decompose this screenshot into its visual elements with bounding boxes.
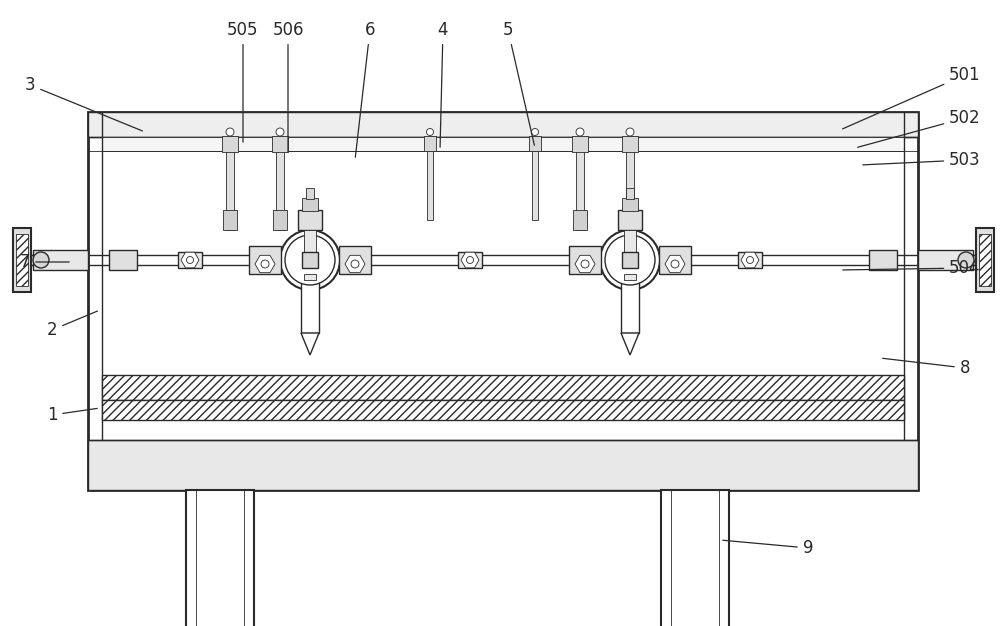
Bar [976,228,994,292]
Bar [918,250,973,270]
Bar [226,151,234,230]
Bar [302,252,318,268]
Bar [621,278,639,333]
Circle shape [285,235,335,285]
Bar [661,490,729,626]
Bar [624,274,636,280]
Bar [102,375,904,400]
Bar [302,198,318,211]
Circle shape [605,235,655,285]
Text: 501: 501 [843,66,981,129]
Text: 8: 8 [883,358,970,377]
Bar [272,136,288,152]
Bar [622,252,638,268]
Text: 505: 505 [227,21,259,142]
Bar [88,112,918,490]
Polygon shape [665,255,685,273]
Bar [738,252,762,268]
Bar [529,136,541,151]
Bar [301,278,319,333]
Text: 1: 1 [47,406,97,424]
Bar [626,188,634,199]
Bar [979,234,991,286]
Bar [573,210,587,230]
Circle shape [426,128,434,135]
Polygon shape [621,333,639,355]
Circle shape [276,128,284,136]
Text: 506: 506 [272,21,304,152]
Bar [427,151,433,220]
Polygon shape [575,255,595,273]
Bar [88,440,918,490]
Bar [13,228,31,292]
Bar [16,234,28,286]
Bar [223,210,237,230]
Circle shape [958,252,974,268]
Bar [622,198,638,211]
Text: 9: 9 [723,539,813,557]
Circle shape [576,128,584,136]
Bar [532,151,538,220]
Circle shape [33,252,49,268]
Bar [458,252,482,268]
Bar [276,151,284,230]
Bar [186,490,254,626]
Bar [339,246,371,274]
Bar [304,274,316,280]
Bar [102,137,904,151]
Text: 3: 3 [25,76,142,131]
Polygon shape [461,252,479,268]
Bar [273,210,287,230]
Polygon shape [345,255,365,273]
Circle shape [626,128,634,136]
Bar [624,230,636,260]
Bar [569,246,601,274]
Bar [102,400,904,420]
Polygon shape [181,252,199,268]
Circle shape [226,128,234,136]
Bar [572,136,588,152]
Bar [623,210,637,230]
Polygon shape [255,255,275,273]
Text: 5: 5 [503,21,534,145]
Text: 4: 4 [438,21,448,147]
Text: 2: 2 [47,311,97,339]
Text: 7: 7 [20,253,69,271]
Bar [298,210,322,230]
Bar [88,112,918,137]
Circle shape [280,230,340,290]
Bar [659,246,691,274]
Bar [576,151,584,230]
Circle shape [532,128,538,135]
Bar [109,250,137,270]
Bar [33,250,88,270]
Bar [178,252,202,268]
Text: 6: 6 [355,21,375,157]
Bar [869,250,897,270]
Polygon shape [741,252,759,268]
Bar [304,230,316,260]
Bar [249,246,281,274]
Polygon shape [301,333,319,355]
Text: 503: 503 [863,151,981,169]
Circle shape [600,230,660,290]
Bar [618,210,642,230]
Bar [424,136,436,151]
Bar [622,136,638,152]
Bar [306,188,314,199]
Bar [626,151,634,230]
Text: 504: 504 [843,259,981,277]
Bar [222,136,238,152]
Text: 502: 502 [858,109,981,147]
